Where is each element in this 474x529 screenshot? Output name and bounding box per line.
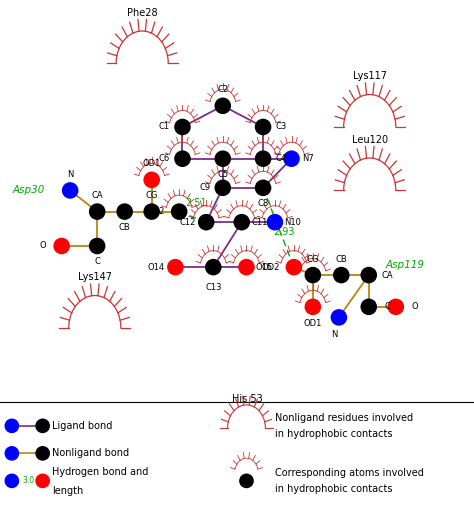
Ellipse shape (90, 239, 105, 253)
Text: OD2: OD2 (262, 262, 280, 272)
Ellipse shape (255, 120, 271, 134)
Ellipse shape (361, 299, 376, 314)
Text: C3: C3 (275, 122, 287, 132)
Text: C12: C12 (180, 217, 196, 227)
Ellipse shape (215, 151, 230, 166)
Ellipse shape (36, 474, 49, 488)
Ellipse shape (284, 151, 299, 166)
Text: Leu120: Leu120 (352, 135, 388, 145)
Ellipse shape (175, 120, 190, 134)
Ellipse shape (361, 268, 376, 282)
Text: N: N (67, 170, 73, 179)
Text: CG: CG (307, 254, 319, 264)
Text: O15: O15 (256, 262, 273, 272)
Ellipse shape (5, 419, 18, 433)
Ellipse shape (305, 299, 320, 314)
Text: 3.0: 3.0 (22, 476, 35, 486)
Ellipse shape (199, 215, 214, 230)
Text: CA: CA (382, 270, 393, 280)
Text: His 53: His 53 (232, 394, 263, 404)
Text: C1: C1 (159, 122, 170, 132)
Ellipse shape (215, 98, 230, 113)
Text: O14: O14 (148, 262, 165, 272)
Text: N: N (331, 330, 337, 339)
Ellipse shape (36, 419, 49, 433)
Text: O: O (39, 241, 46, 251)
Ellipse shape (117, 204, 132, 219)
Text: C11: C11 (252, 217, 268, 227)
Text: OD1: OD1 (304, 319, 322, 329)
Ellipse shape (267, 215, 283, 230)
Ellipse shape (388, 299, 403, 314)
Ellipse shape (90, 204, 105, 219)
Ellipse shape (255, 180, 271, 195)
Ellipse shape (206, 260, 221, 275)
Text: Nonligand bond: Nonligand bond (52, 449, 129, 458)
Text: C: C (385, 302, 391, 312)
Text: in hydrophobic contacts: in hydrophobic contacts (275, 429, 392, 439)
Text: Lys117: Lys117 (353, 71, 387, 81)
Ellipse shape (5, 446, 18, 460)
Ellipse shape (286, 260, 301, 275)
Text: Phe28: Phe28 (127, 8, 157, 18)
Text: 2.93: 2.93 (273, 227, 295, 236)
Ellipse shape (36, 446, 49, 460)
Ellipse shape (215, 180, 230, 195)
Text: 2.51: 2.51 (185, 198, 207, 208)
Ellipse shape (255, 151, 271, 166)
Text: OD2: OD2 (146, 207, 164, 216)
Ellipse shape (168, 260, 183, 275)
Text: CB: CB (119, 223, 130, 232)
Text: N7: N7 (302, 154, 314, 163)
Ellipse shape (305, 268, 320, 282)
Ellipse shape (234, 215, 249, 230)
Text: Ligand bond: Ligand bond (52, 421, 112, 431)
Text: CB: CB (336, 254, 347, 264)
Ellipse shape (172, 204, 187, 219)
Text: OD1: OD1 (143, 159, 161, 169)
Text: C2: C2 (217, 85, 228, 95)
Text: Asp30: Asp30 (12, 186, 45, 195)
Text: O: O (411, 302, 418, 312)
Text: Hydrogen bond and: Hydrogen bond and (52, 468, 148, 477)
Ellipse shape (331, 310, 346, 325)
Ellipse shape (175, 151, 190, 166)
Ellipse shape (5, 474, 18, 488)
Text: Corresponding atoms involved: Corresponding atoms involved (275, 468, 424, 478)
Ellipse shape (240, 474, 253, 488)
Ellipse shape (54, 239, 69, 253)
Text: C4: C4 (275, 154, 287, 163)
Text: length: length (52, 487, 83, 496)
Text: C13: C13 (205, 282, 221, 292)
Text: CA: CA (91, 191, 103, 200)
Ellipse shape (239, 260, 254, 275)
Ellipse shape (144, 204, 159, 219)
Text: C6: C6 (159, 154, 170, 163)
Text: N10: N10 (284, 217, 301, 227)
Text: C: C (94, 257, 100, 267)
Ellipse shape (334, 268, 349, 282)
Text: C5: C5 (217, 170, 228, 179)
Text: C8: C8 (257, 199, 269, 208)
Text: CG: CG (146, 191, 158, 200)
Ellipse shape (144, 172, 159, 187)
Text: Lys147: Lys147 (78, 272, 112, 282)
Text: Nonligand residues involved: Nonligand residues involved (275, 413, 413, 423)
Text: C9: C9 (199, 183, 210, 193)
Text: Asp119: Asp119 (386, 260, 425, 269)
Text: in hydrophobic contacts: in hydrophobic contacts (275, 484, 392, 494)
Ellipse shape (63, 183, 78, 198)
